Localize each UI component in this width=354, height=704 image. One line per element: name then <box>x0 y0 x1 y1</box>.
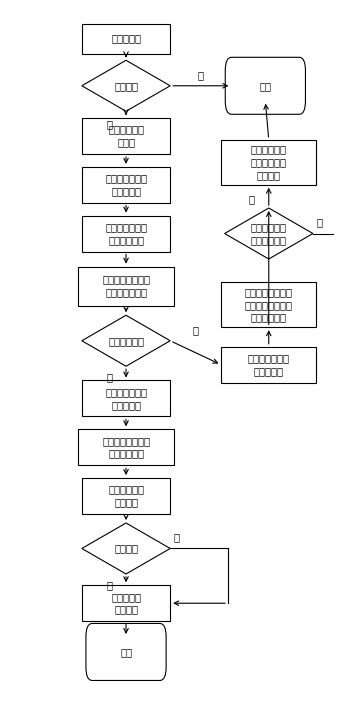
Polygon shape <box>82 315 170 366</box>
FancyBboxPatch shape <box>82 23 170 54</box>
FancyBboxPatch shape <box>79 267 173 306</box>
Text: 确定疏降水位
控制点: 确定疏降水位 控制点 <box>108 125 144 147</box>
FancyBboxPatch shape <box>221 347 316 383</box>
Text: 是: 是 <box>106 119 112 129</box>
FancyBboxPatch shape <box>82 215 170 251</box>
Text: 最佳孔位与
疏排流量: 最佳孔位与 疏排流量 <box>111 592 141 615</box>
Text: 是否有解: 是否有解 <box>114 543 138 553</box>
Text: 否: 否 <box>173 532 179 543</box>
Text: 是否均质: 是否均质 <box>114 81 138 91</box>
Text: 是: 是 <box>106 580 112 590</box>
Text: 是否小于钻孔
最大疏排流量: 是否小于钻孔 最大疏排流量 <box>251 222 287 245</box>
FancyBboxPatch shape <box>221 282 316 327</box>
Text: 否: 否 <box>198 70 204 80</box>
FancyBboxPatch shape <box>82 118 170 154</box>
Text: 是否各向异性: 是否各向异性 <box>108 336 144 346</box>
FancyBboxPatch shape <box>82 167 170 203</box>
Text: 疏排流量中的
最大值即最佳
疏排流量: 疏排流量中的 最大值即最佳 疏排流量 <box>251 144 287 180</box>
FancyBboxPatch shape <box>82 585 170 621</box>
Text: 结束: 结束 <box>120 647 132 657</box>
Text: 是: 是 <box>249 194 255 204</box>
Text: 否: 否 <box>193 325 199 334</box>
FancyBboxPatch shape <box>86 624 166 681</box>
Text: 计算钻孔最大降
深及疏排流量: 计算钻孔最大降 深及疏排流量 <box>105 222 147 245</box>
FancyBboxPatch shape <box>79 429 173 465</box>
Text: 结束: 结束 <box>259 81 272 91</box>
FancyBboxPatch shape <box>82 380 170 417</box>
Text: 遗传算法求解
优化模型: 遗传算法求解 优化模型 <box>108 484 144 508</box>
Polygon shape <box>82 523 170 574</box>
FancyBboxPatch shape <box>221 140 316 184</box>
Text: 含水层概化: 含水层概化 <box>111 34 141 44</box>
Text: 计算控制点安全
水压及降深: 计算控制点安全 水压及降深 <box>105 173 147 196</box>
Polygon shape <box>224 208 313 259</box>
Polygon shape <box>82 61 170 111</box>
Text: 拟布置疏排钻孔巷
道直线方程建立: 拟布置疏排钻孔巷 道直线方程建立 <box>102 275 150 297</box>
Text: 计算最佳疏排钻
孔位置坐标: 计算最佳疏排钻 孔位置坐标 <box>248 353 290 376</box>
FancyBboxPatch shape <box>82 478 170 514</box>
Text: 是: 是 <box>106 372 112 382</box>
Text: 计算各控制点安全
水位降深条件下该
孔位疏排流量: 计算各控制点安全 水位降深条件下该 孔位疏排流量 <box>245 287 293 322</box>
FancyBboxPatch shape <box>225 57 306 114</box>
Text: 旋转地图与主渗
透方向一致: 旋转地图与主渗 透方向一致 <box>105 387 147 410</box>
Text: 否: 否 <box>316 218 322 227</box>
Text: 更新控制点坐标及
巷道直线方程: 更新控制点坐标及 巷道直线方程 <box>102 436 150 458</box>
